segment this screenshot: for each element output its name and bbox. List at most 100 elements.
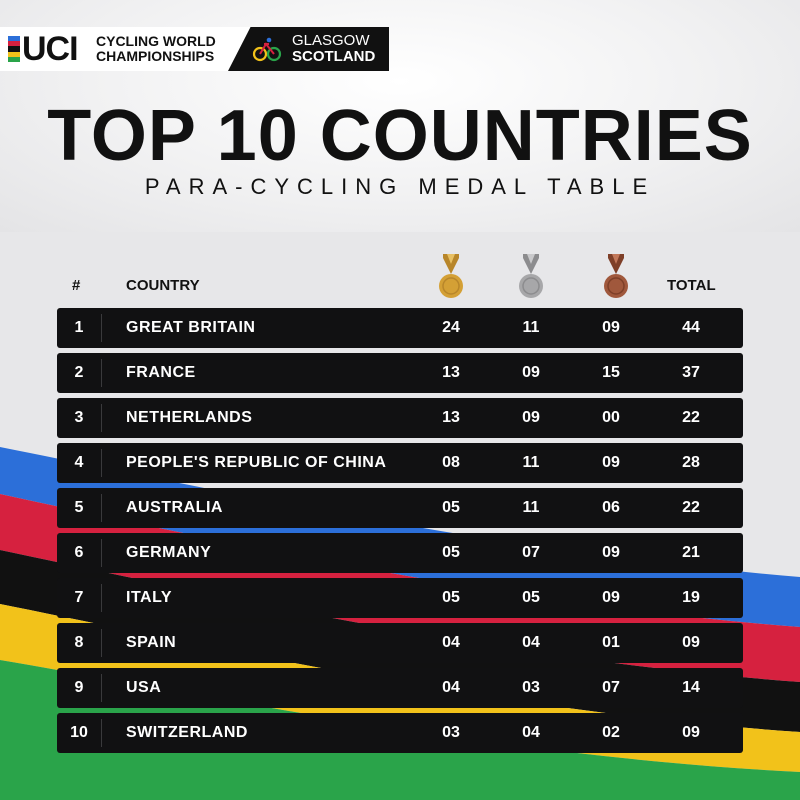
gold-count-cell: 04 [442,679,460,696]
page-title: TOP 10 COUNTRIES [47,96,753,176]
country-cell: SWITZERLAND [126,724,248,741]
total-count-cell: 37 [682,364,700,381]
row-divider [101,359,102,387]
bronze-count-cell: 09 [602,544,620,561]
uci-subtitle-line1: CYCLING WORLD [96,33,216,49]
gold-count-cell: 05 [442,544,460,561]
row-divider [101,449,102,477]
silver-count-cell: 03 [522,679,540,696]
rank-cell: 5 [74,499,84,516]
bronze-count-cell: 06 [602,499,620,516]
row-divider [101,539,102,567]
country-cell: USA [126,679,162,696]
table-row: 6 GERMANY 05 07 09 21 [57,533,743,573]
silver-count-cell: 11 [522,454,540,471]
country-cell: GERMANY [126,544,212,561]
uci-wordmark: UCI [22,30,79,68]
table-row: 2 FRANCE 13 09 15 37 [57,353,743,393]
table-row: 9 USA 04 03 07 14 [57,668,743,708]
silver-count-cell: 09 [522,364,540,381]
header-country: COUNTRY [126,277,200,294]
header-total: TOTAL [667,277,716,294]
total-count-cell: 14 [682,679,700,696]
gold-count-cell: 03 [442,724,460,741]
gold-count-cell: 05 [442,499,460,516]
gold-count-cell: 24 [442,319,460,336]
medal-table: 1 GREAT BRITAIN 24 11 09 44 2 FRANCE 13 09 15 37 3 NE… [57,308,743,758]
gold-count-cell: 05 [442,589,460,606]
bronze-count-cell: 09 [602,454,620,471]
silver-count-cell: 07 [522,544,540,561]
country-cell: FRANCE [126,364,196,381]
gold-count-cell: 08 [442,454,460,471]
gold-medal-icon [439,254,463,298]
table-row: 8 SPAIN 04 04 01 09 [57,623,743,663]
bronze-medal-icon [604,254,628,298]
glasgow-label: GLASGOW [292,32,370,49]
event-logo: UCI CYCLING WORLD CHAMPIONSHIPS GLASGOW … [0,27,389,71]
bronze-count-cell: 15 [602,364,620,381]
row-divider [101,674,102,702]
silver-count-cell: 09 [522,409,540,426]
country-cell: GREAT BRITAIN [126,319,256,336]
logo-black-panel [228,27,389,71]
rank-cell: 3 [74,409,84,426]
glasgow-wordmark: GLASGOW SCOTLAND [292,33,375,65]
rank-cell: 4 [74,454,84,471]
gold-count-cell: 13 [442,409,460,426]
gold-count-cell: 13 [442,364,460,381]
total-count-cell: 22 [682,499,700,516]
rank-cell: 10 [70,724,88,741]
row-divider [101,584,102,612]
uci-subtitle-line2: CHAMPIONSHIPS [96,48,215,64]
page-subtitle: PARA-CYCLING MEDAL TABLE [144,174,656,199]
header-rank: # [72,277,81,294]
total-count-cell: 44 [682,319,700,336]
total-count-cell: 09 [682,634,700,651]
logo-white-panel [0,27,262,71]
silver-count-cell: 04 [522,634,540,651]
total-count-cell: 19 [682,589,700,606]
bronze-count-cell: 02 [602,724,620,741]
rank-cell: 9 [74,679,84,696]
rank-cell: 7 [74,589,84,606]
rank-cell: 8 [74,634,84,651]
row-divider [101,719,102,747]
silver-count-cell: 11 [522,499,540,516]
silver-count-cell: 04 [522,724,540,741]
uci-rainbow-mark [8,36,20,62]
table-row: 3 NETHERLANDS 13 09 00 22 [57,398,743,438]
scotland-label: SCOTLAND [292,48,376,65]
total-count-cell: 28 [682,454,700,471]
row-divider [101,404,102,432]
rank-cell: 1 [74,319,84,336]
uci-subtitle: CYCLING WORLD CHAMPIONSHIPS [96,34,216,64]
country-cell: PEOPLE'S REPUBLIC OF CHINA [126,454,387,471]
country-cell: SPAIN [126,634,177,651]
bronze-count-cell: 00 [602,409,620,426]
glasgow-bike-icon [252,37,282,62]
bronze-count-cell: 07 [602,679,620,696]
table-row: 4 PEOPLE'S REPUBLIC OF CHINA 08 11 09 28 [57,443,743,483]
country-cell: AUSTRALIA [126,499,223,516]
row-divider [101,629,102,657]
bronze-count-cell: 09 [602,319,620,336]
silver-count-cell: 11 [522,319,540,336]
country-cell: ITALY [126,589,173,606]
country-cell: NETHERLANDS [126,409,253,426]
table-row: 7 ITALY 05 05 09 19 [57,578,743,618]
silver-medal-icon [519,254,543,298]
bronze-count-cell: 01 [602,634,620,651]
rank-cell: 2 [74,364,84,381]
silver-count-cell: 05 [522,589,540,606]
table-row: 1 GREAT BRITAIN 24 11 09 44 [57,308,743,348]
total-count-cell: 09 [682,724,700,741]
total-count-cell: 21 [682,544,700,561]
row-divider [101,494,102,522]
bronze-count-cell: 09 [602,589,620,606]
table-row: 5 AUSTRALIA 05 11 06 22 [57,488,743,528]
rank-cell: 6 [74,544,84,561]
gold-count-cell: 04 [442,634,460,651]
row-divider [101,314,102,342]
table-row: 10 SWITZERLAND 03 04 02 09 [57,713,743,753]
